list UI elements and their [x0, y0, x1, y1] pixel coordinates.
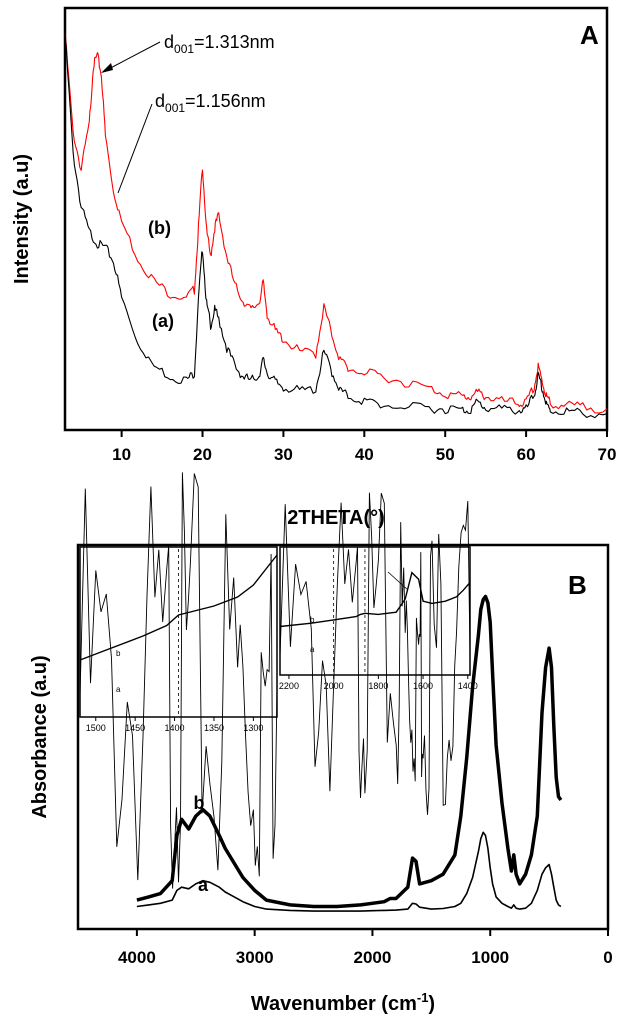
panel-a-xtick-label-20: 20	[193, 445, 212, 464]
inset-1-xtick-label-1300: 1300	[243, 723, 263, 733]
panel-b-series-group	[136, 594, 563, 912]
annotation-d001-1156: d001=1.156nm	[155, 91, 266, 115]
annotation-d001-1313-arrow	[102, 41, 161, 73]
panel-b-xtick-label-0: 0	[603, 948, 612, 967]
panel-a-xtick-label-50: 50	[436, 445, 455, 464]
inset-1-xtick-label-1500: 1500	[86, 723, 106, 733]
panel-a-xtick-label-60: 60	[517, 445, 536, 464]
annotation-d001-1313-base: d	[164, 32, 174, 52]
inset-2-xtick-label-1600: 1600	[413, 681, 433, 691]
annotation-d001-1156-base: d	[155, 91, 165, 111]
inset-2-peak-arrow	[387, 571, 409, 591]
annotation-d001-1313-sub: 001	[174, 42, 194, 56]
panel-b-x-axis-title: Wavenumber (cm-1)	[251, 990, 435, 1015]
inset-2-xtick-label-1800: 1800	[368, 681, 388, 691]
panel-b-x-axis-title-sup: -1	[417, 990, 429, 1005]
panel-a-x-axis-title: 2THETA(°)	[287, 507, 385, 529]
inset-1-series-b	[79, 554, 278, 661]
panel-a-series-group	[64, 32, 608, 419]
inset-1-curve-label-a: a	[116, 685, 121, 694]
panel-b-series-b	[136, 594, 563, 909]
annotation-d001-1313-arrowhead	[101, 63, 113, 73]
inset-2-xtick-label-1400: 1400	[458, 681, 478, 691]
panel-a: 10 20 30 40 50 60 70 A Intensity (a.u) 2THETA(…	[11, 6, 616, 529]
inset-1-xtick-label-1450: 1450	[125, 723, 145, 733]
panel-b-letter: B	[568, 570, 587, 600]
panel-b-xtick-label-4000: 4000	[118, 948, 156, 967]
panel-b-y-axis-title: Absorbance (a.u)	[29, 655, 51, 818]
panel-a-y-axis-title: Intensity (a.u)	[11, 154, 33, 284]
inset-2-curve-label-b: b	[310, 616, 315, 625]
inset-1-content: b a 1500 1450 1400 1350 1300	[79, 472, 278, 889]
inset-1-curve-label-b: b	[116, 649, 121, 658]
inset-1-series-a	[79, 472, 278, 889]
panel-a-xtick-label-70: 70	[598, 445, 617, 464]
panel-b-x-axis-title-main: Wavenumber (cm	[251, 993, 417, 1015]
inset-2: b a 2200 2000 1800 1600 1400	[279, 492, 478, 815]
inset-2-xtick-label-2000: 2000	[324, 681, 344, 691]
inset-1: b a 1500 1450 1400 1350 1300	[79, 472, 278, 889]
panel-a-xtick-label-40: 40	[355, 445, 374, 464]
panel-b: 4000 3000 2000 1000 0 B Absorbance (a.u) Wav…	[29, 472, 613, 1015]
panel-b-x-ticks: 4000 3000 2000 1000 0	[118, 929, 613, 967]
inset-2-curve-label-a: a	[310, 645, 315, 654]
annotation-d001-1313-value: =1.313nm	[194, 32, 275, 52]
panel-a-series-b	[64, 32, 608, 414]
inset-1-xtick-label-1350: 1350	[204, 723, 224, 733]
panel-a-x-ticks: 10 20 30 40 50 60 70	[112, 430, 616, 464]
panel-a-curve-label-b: (b)	[148, 218, 171, 238]
inset-1-xtick-label-1400: 1400	[165, 723, 185, 733]
panel-b-curve-label-b: b	[194, 793, 205, 813]
annotation-d001-1156-value: =1.156nm	[185, 91, 266, 111]
panel-a-xtick-label-30: 30	[274, 445, 293, 464]
panel-a-xtick-label-10: 10	[112, 445, 131, 464]
panel-a-curve-label-a: (a)	[152, 311, 174, 331]
panel-b-xtick-label-3000: 3000	[236, 948, 274, 967]
inset-2-xtick-label-2200: 2200	[279, 681, 299, 691]
panel-b-x-axis-title-end: )	[428, 993, 435, 1015]
panel-a-plot-frame	[63, 6, 609, 432]
annotation-d001-1156-leader	[117, 103, 153, 194]
annotation-d001-1156-sub: 001	[165, 101, 185, 115]
annotation-d001-1313: d001=1.313nm	[164, 32, 275, 56]
inset-2-content: b a 2200 2000 1800 1600 1400	[279, 492, 478, 815]
panel-b-xtick-label-1000: 1000	[471, 948, 509, 967]
inset-2-series-a	[279, 492, 471, 815]
inset-2-series-b	[279, 571, 471, 628]
panel-b-curve-label-a: a	[198, 875, 209, 895]
panel-a-series-a	[64, 32, 608, 419]
panel-a-letter: A	[580, 20, 599, 50]
panel-b-xtick-label-2000: 2000	[354, 948, 392, 967]
panel-b-series-a	[136, 831, 562, 912]
